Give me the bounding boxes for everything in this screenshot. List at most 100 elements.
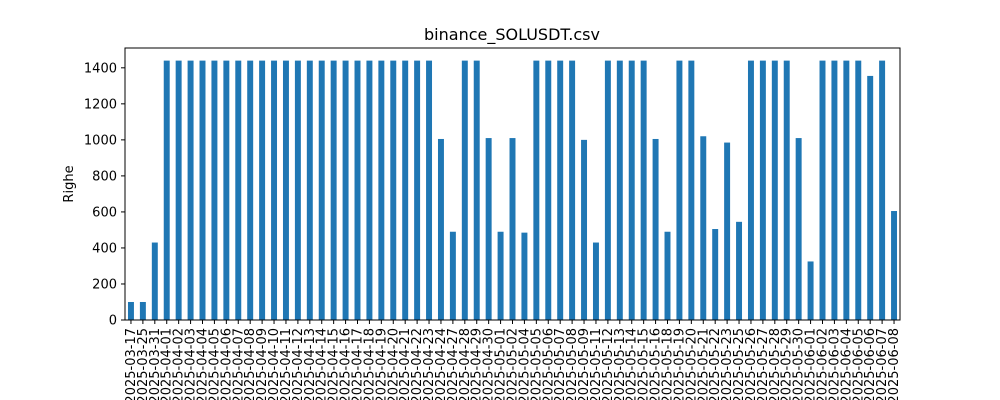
x-tick-label: 2025-04-20	[386, 328, 401, 400]
y-tick-label: 600	[92, 205, 117, 220]
x-tick-label: 2025-05-14	[625, 328, 640, 400]
bar-2025-05-12	[604, 60, 611, 321]
x-tick-label: 2025-05-12	[601, 328, 616, 400]
bar-2025-04-09	[259, 60, 266, 321]
y-tick-label: 400	[92, 241, 117, 256]
x-tick-label: 2025-05-21	[696, 328, 711, 400]
bar-2025-05-26	[747, 60, 754, 321]
bar-2025-04-10	[271, 60, 278, 321]
x-tick-label: 2025-05-13	[613, 328, 628, 400]
x-tick-label: 2025-05-19	[672, 328, 687, 400]
x-tick-label: 2025-04-06	[219, 328, 234, 400]
x-tick-label: 2025-05-06	[541, 328, 556, 400]
x-tick-label: 2025-06-01	[804, 328, 819, 400]
plot-frame	[124, 47, 901, 321]
bar-2025-06-08	[891, 211, 898, 320]
x-tick-label: 2025-04-05	[207, 328, 222, 400]
x-tick-label: 2025-04-02	[172, 328, 187, 400]
bar-2025-05-25	[736, 221, 743, 320]
bar-2025-04-12	[294, 60, 301, 321]
x-tick-label: 2025-04-19	[374, 328, 389, 400]
bar-2025-05-28	[771, 60, 778, 321]
bar-2025-04-15	[330, 60, 337, 321]
bar-2025-04-27	[449, 231, 456, 320]
x-tick-label: 2025-04-14	[315, 328, 330, 400]
y-tick-label: 800	[92, 169, 117, 184]
x-tick-label: 2025-04-08	[243, 328, 258, 400]
x-tick-label: 2025-05-16	[649, 328, 664, 400]
x-tick-label: 2025-05-26	[744, 328, 759, 400]
x-tick-label: 2025-06-02	[816, 328, 831, 400]
x-tick-label: 2025-04-27	[446, 328, 461, 400]
bar-2025-04-30	[485, 138, 492, 320]
bar-2025-04-05	[211, 60, 218, 321]
bar-2025-05-06	[545, 60, 552, 321]
x-tick-label: 2025-05-15	[637, 328, 652, 400]
y-tick-label: 1200	[84, 97, 117, 112]
bar-2025-03-17	[127, 301, 134, 320]
bar-2025-05-30	[795, 138, 802, 320]
bar-2025-04-06	[223, 60, 230, 321]
bar-2025-04-04	[199, 60, 206, 321]
x-tick-label: 2025-05-28	[768, 328, 783, 400]
bar-2025-04-23	[426, 60, 433, 321]
bar-2025-04-13	[306, 60, 313, 321]
bar-2025-05-13	[616, 60, 623, 321]
x-tick-label: 2025-06-07	[875, 328, 890, 400]
bar-2025-06-06	[867, 75, 874, 320]
bar-2025-04-17	[354, 60, 361, 321]
bar-2025-04-22	[414, 60, 421, 321]
x-tick-label: 2025-03-17	[124, 328, 139, 400]
bar-2025-05-27	[759, 60, 766, 321]
x-tick-label: 2025-04-15	[327, 328, 342, 400]
x-tick-label: 2025-04-30	[482, 328, 497, 400]
x-tick-label: 2025-04-24	[434, 328, 449, 400]
bar-2025-05-08	[569, 60, 576, 321]
bar-2025-05-09	[581, 139, 588, 320]
x-tick-label: 2025-06-05	[851, 328, 866, 400]
y-axis: 0 200 400 600 800 1000 1200 1400	[84, 61, 125, 329]
bar-2025-04-14	[318, 60, 325, 321]
bar-2025-04-19	[378, 60, 385, 321]
bar-2025-04-29	[473, 60, 480, 321]
x-tick-label: 2025-03-25	[136, 328, 151, 400]
x-tick-label: 2025-05-30	[792, 328, 807, 400]
bar-2025-05-29	[783, 60, 790, 321]
x-axis: 2025-03-172025-03-252025-03-312025-04-01…	[124, 320, 902, 400]
x-tick-label: 2025-05-29	[780, 328, 795, 400]
bar-2025-05-05	[533, 60, 540, 321]
bar-2025-05-18	[664, 231, 671, 320]
x-tick-label: 2025-05-11	[589, 328, 604, 400]
x-tick-label: 2025-06-03	[827, 328, 842, 400]
y-tick-label: 1400	[84, 61, 117, 76]
bar-2025-04-03	[187, 60, 194, 321]
chart-title: binance_SOLUSDT.csv	[424, 25, 600, 45]
bar-2025-03-25	[139, 301, 146, 320]
x-tick-label: 2025-04-12	[291, 328, 306, 400]
x-tick-label: 2025-04-13	[303, 328, 318, 400]
x-tick-label: 2025-05-23	[720, 328, 735, 400]
bar-2025-04-24	[437, 138, 444, 320]
bar-2025-05-19	[676, 60, 683, 321]
x-tick-label: 2025-04-18	[362, 328, 377, 400]
bar-2025-06-04	[843, 60, 850, 321]
x-tick-label: 2025-05-05	[529, 328, 544, 400]
x-tick-label: 2025-05-20	[684, 328, 699, 400]
bar-2025-05-04	[521, 232, 528, 320]
y-tick-label: 0	[109, 314, 117, 329]
bar-2025-06-03	[831, 60, 838, 321]
x-tick-label: 2025-04-11	[279, 328, 294, 400]
x-tick-label: 2025-04-04	[196, 328, 211, 400]
bar-2025-04-11	[282, 60, 289, 321]
x-tick-label: 2025-05-22	[708, 328, 723, 400]
y-axis-label: Righe	[62, 165, 77, 202]
bar-2025-05-23	[724, 142, 731, 320]
x-tick-label: 2025-05-04	[517, 328, 532, 400]
x-tick-label: 2025-06-06	[863, 328, 878, 400]
x-tick-label: 2025-04-21	[398, 328, 413, 400]
bar-2025-04-16	[342, 60, 349, 321]
x-tick-label: 2025-04-16	[339, 328, 354, 400]
y-tick-label: 200	[92, 277, 117, 292]
bar-2025-04-02	[175, 60, 182, 321]
